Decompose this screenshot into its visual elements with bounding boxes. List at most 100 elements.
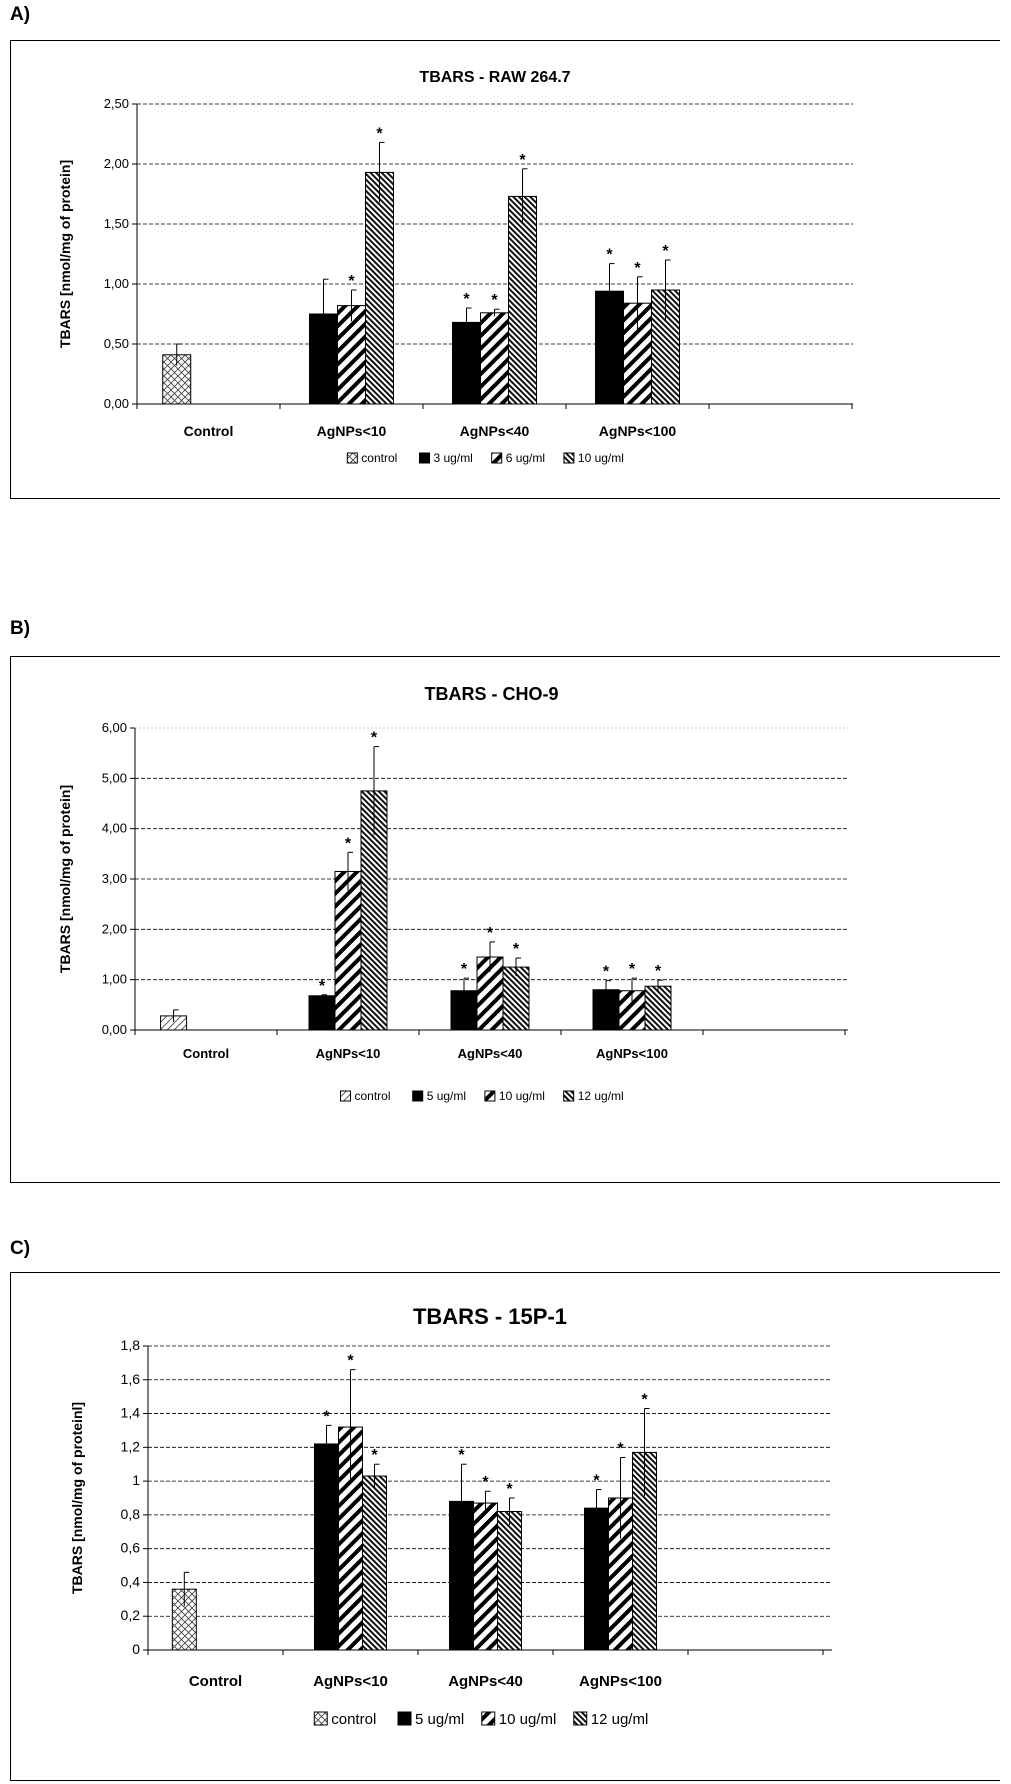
- significance-star: *: [347, 1353, 354, 1370]
- y-tick-label: 2,50: [104, 96, 129, 111]
- y-tick-label: 2,00: [102, 921, 127, 936]
- panel-label-b: B): [10, 618, 31, 639]
- y-axis-label: TBARS [nmol/mg of protein]: [57, 785, 73, 973]
- category-label-agnps-10: AgNPs<10: [313, 1673, 388, 1690]
- bar-10-ug-ml-agnps-10: [365, 171, 394, 405]
- chart-cho-9: TBARS - CHO-9 0,00 1,00 2,00 3,00 4,00 5,00 6,0…: [10, 656, 1000, 1183]
- y-tick-label: 5,00: [102, 770, 127, 785]
- legend-swatch-12-ug-ml: [573, 1711, 588, 1726]
- bar-10-ug-ml-agnps-40: [473, 1502, 498, 1651]
- y-tick-label: 1,50: [104, 216, 129, 231]
- legend-label-10-ug-ml: 10 ug/ml: [578, 451, 624, 465]
- y-tick-label: 1,4: [121, 1405, 141, 1421]
- y-tick-label: 0,8: [121, 1506, 141, 1522]
- legend-swatch-6-ug-ml: [491, 452, 503, 464]
- legend-swatch-control: [340, 1090, 351, 1102]
- category-label-agnps-10: AgNPs<10: [316, 1046, 381, 1061]
- y-tick-label: 0,00: [102, 1022, 127, 1037]
- y-tick-label: 0,2: [121, 1607, 141, 1623]
- y-tick-label: 6,00: [102, 720, 127, 735]
- bar-control-control: [162, 354, 192, 405]
- y-tick-label: 2,00: [104, 156, 129, 171]
- legend-label-10-ug-ml: 10 ug/ml: [499, 1089, 545, 1103]
- chart-15p-1: TBARS - 15P-1 0 0,2 0,4 0,6 0,8 1 1,2 1,4 1,6 1,8 T…: [10, 1272, 1000, 1781]
- category-label-control: Control: [189, 1673, 242, 1690]
- significance-star: *: [458, 1447, 465, 1464]
- significance-star: *: [376, 125, 383, 142]
- category-label-control: Control: [183, 1046, 229, 1061]
- significance-star: *: [634, 260, 641, 277]
- significance-star: *: [606, 247, 613, 264]
- bar-5-ug-ml-agnps-10: [314, 1443, 339, 1651]
- category-label-agnps-40: AgNPs<40: [448, 1673, 523, 1690]
- bar-5-ug-ml-agnps-10: [308, 995, 336, 1031]
- chart-title: TBARS - RAW 264.7: [419, 69, 570, 86]
- legend-swatch-10-ug-ml: [481, 1711, 496, 1726]
- legend-label-3-ug-ml: 3 ug/ml: [434, 451, 473, 465]
- bar-12-ug-ml-agnps-10: [362, 1475, 387, 1651]
- category-label-agnps-40: AgNPs<40: [458, 1046, 523, 1061]
- legend-label-10-ug-ml: 10 ug/ml: [499, 1711, 557, 1728]
- bar-10-ug-ml-agnps-10: [334, 870, 362, 1031]
- y-tick-label: 0,4: [121, 1573, 141, 1589]
- legend-swatch-5-ug-ml: [397, 1711, 412, 1726]
- bar-12-ug-ml-agnps-100: [644, 985, 672, 1031]
- legend-swatch-control: [313, 1711, 328, 1726]
- y-tick-label: 0: [132, 1641, 140, 1657]
- significance-star: *: [371, 1447, 378, 1464]
- chart-frame: [10, 656, 1000, 1183]
- legend-swatch-3-ug-ml: [419, 452, 430, 464]
- category-label-agnps-100: AgNPs<100: [596, 1046, 668, 1061]
- legend-label-control: control: [361, 451, 397, 465]
- bar-3-ug-ml-agnps-100: [595, 290, 624, 405]
- y-tick-label: 1,00: [102, 972, 127, 987]
- y-tick-label: 1,6: [121, 1371, 141, 1387]
- significance-star: *: [519, 152, 526, 169]
- significance-star: *: [348, 273, 355, 290]
- y-tick-label: 0,50: [104, 336, 129, 351]
- category-label-agnps-100: AgNPs<100: [579, 1673, 662, 1690]
- significance-star: *: [593, 1473, 600, 1490]
- significance-star: *: [662, 243, 669, 260]
- bar-12-ug-ml-agnps-40: [497, 1511, 522, 1651]
- legend-swatch-12-ug-ml: [563, 1090, 575, 1102]
- y-tick-label: 1,00: [104, 276, 129, 291]
- bar-10-ug-ml-agnps-40: [508, 195, 537, 405]
- panel-label-a: A): [10, 4, 31, 25]
- significance-star: *: [629, 961, 636, 978]
- legend-label-12-ug-ml: 12 ug/ml: [578, 1089, 624, 1103]
- panel-label-c: C): [10, 1238, 31, 1259]
- chart-title: TBARS - 15P-1: [413, 1304, 567, 1329]
- y-tick-label: 3,00: [102, 871, 127, 886]
- bar-5-ug-ml-agnps-100: [584, 1507, 609, 1651]
- legend-swatch-control: [346, 452, 358, 464]
- significance-star: *: [603, 964, 610, 981]
- significance-star: *: [641, 1391, 648, 1408]
- significance-star: *: [655, 963, 662, 980]
- chart-title: TBARS - CHO-9: [425, 684, 559, 704]
- legend-label-5-ug-ml: 5 ug/ml: [427, 1089, 466, 1103]
- legend-swatch-10-ug-ml: [484, 1090, 496, 1102]
- bar-12-ug-ml-agnps-40: [502, 966, 530, 1031]
- significance-star: *: [323, 1408, 330, 1425]
- significance-star: *: [319, 978, 326, 995]
- chart-raw-264-7: TBARS - RAW 264.7 0,00 0,50 1,00 1,50 2,00 2,5…: [10, 40, 1000, 499]
- category-label-agnps-40: AgNPs<40: [460, 423, 530, 439]
- legend-label-5-ug-ml: 5 ug/ml: [415, 1711, 464, 1728]
- legend-swatch-10-ug-ml: [563, 452, 575, 464]
- significance-star: *: [617, 1440, 624, 1457]
- legend-label-12-ug-ml: 12 ug/ml: [591, 1711, 649, 1728]
- bar-6-ug-ml-agnps-40: [480, 312, 509, 405]
- significance-star: *: [371, 730, 378, 747]
- y-tick-label: 0,6: [121, 1540, 141, 1556]
- significance-star: *: [513, 941, 520, 958]
- significance-star: *: [491, 292, 498, 309]
- significance-star: *: [482, 1474, 489, 1491]
- y-tick-label: 0,00: [104, 396, 129, 411]
- legend-swatch-5-ug-ml: [412, 1090, 424, 1102]
- y-tick-label: 1,2: [121, 1438, 141, 1454]
- y-axis-label: TBARS [nmol/mg of proteinl]: [69, 1402, 85, 1594]
- significance-star: *: [463, 291, 470, 308]
- legend-label-6-ug-ml: 6 ug/ml: [506, 451, 545, 465]
- significance-star: *: [487, 925, 494, 942]
